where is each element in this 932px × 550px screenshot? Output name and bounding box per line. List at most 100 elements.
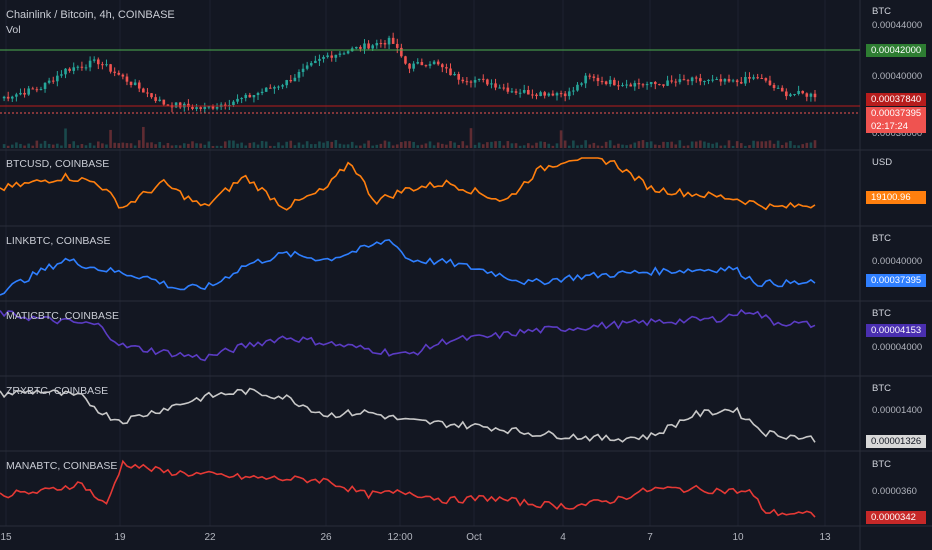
volume-bar bbox=[2, 144, 6, 148]
candle-body bbox=[785, 91, 788, 97]
comparison-series-line bbox=[0, 308, 816, 362]
volume-bar bbox=[248, 142, 252, 148]
candle-body bbox=[572, 90, 575, 92]
volume-bar bbox=[764, 141, 768, 148]
volume-bar bbox=[158, 141, 162, 148]
volume-bar bbox=[109, 129, 112, 148]
volume-bar bbox=[567, 145, 571, 148]
volume-bar bbox=[555, 143, 559, 148]
candle-body bbox=[338, 53, 342, 55]
volume-bar bbox=[744, 145, 747, 148]
candle-body bbox=[584, 75, 587, 84]
candle-body bbox=[490, 83, 493, 85]
volume-bar bbox=[191, 141, 194, 148]
time-axis-label: 4 bbox=[560, 532, 566, 543]
candle-body bbox=[694, 77, 698, 79]
volume-bar bbox=[658, 145, 661, 148]
candle-body bbox=[355, 46, 358, 49]
volume-bar bbox=[150, 142, 153, 148]
candle-body bbox=[363, 43, 366, 49]
candle-body bbox=[473, 80, 477, 83]
candle-body bbox=[576, 84, 579, 91]
candle-body bbox=[309, 63, 313, 66]
volume-bar bbox=[289, 140, 293, 148]
candle-body bbox=[211, 106, 215, 109]
candle-body bbox=[748, 76, 751, 79]
volume-bar bbox=[375, 144, 379, 148]
candle-body bbox=[559, 93, 563, 95]
volume-bar bbox=[756, 141, 759, 148]
volume-bar bbox=[506, 141, 510, 148]
volume-bar bbox=[416, 145, 420, 148]
pane-title-linkbtc: LINKBTC, COINBASE bbox=[6, 235, 111, 247]
candle-body bbox=[330, 55, 334, 58]
volume-bar bbox=[252, 142, 256, 148]
candle-body bbox=[637, 83, 641, 85]
candle-body bbox=[735, 80, 739, 83]
volume-bar bbox=[768, 140, 772, 148]
volume-bar bbox=[625, 145, 628, 148]
volume-bar bbox=[269, 145, 272, 148]
volume-bar bbox=[649, 141, 653, 148]
volume-bar bbox=[793, 145, 796, 148]
alert-price-tag[interactable]: 0.00042000 bbox=[866, 44, 926, 57]
comparison-series-line bbox=[0, 238, 816, 296]
candle-body bbox=[244, 94, 248, 99]
candle-body bbox=[801, 90, 805, 94]
volume-bar bbox=[350, 141, 354, 148]
candle-body bbox=[305, 65, 309, 69]
candle-body bbox=[137, 82, 141, 89]
time-axis-label: 13 bbox=[819, 532, 831, 543]
volume-bar bbox=[457, 144, 460, 148]
volume-bar bbox=[580, 144, 583, 148]
volume-bar bbox=[703, 141, 706, 148]
pane-axis-unit: BTC bbox=[872, 233, 891, 244]
volume-bar bbox=[809, 142, 813, 148]
candle-body bbox=[256, 93, 260, 95]
volume-bar bbox=[735, 141, 739, 148]
candle-body bbox=[277, 86, 280, 88]
candle-body bbox=[60, 74, 63, 76]
candle-body bbox=[445, 67, 448, 69]
candle-body bbox=[563, 93, 567, 97]
volume-bar bbox=[813, 140, 817, 148]
pane-value-tag-maticbtc: 0.00004153 bbox=[866, 324, 926, 337]
volume-bar bbox=[477, 142, 481, 148]
volume-bar bbox=[461, 141, 465, 148]
volume-bar bbox=[531, 145, 534, 148]
volume-bar bbox=[47, 143, 51, 148]
volume-bar bbox=[522, 145, 526, 148]
volume-bar bbox=[23, 145, 26, 148]
volume-bar bbox=[604, 141, 608, 148]
volume-bar bbox=[498, 140, 501, 148]
volume-bar bbox=[633, 142, 637, 148]
candle-body bbox=[715, 79, 719, 81]
volume-bar bbox=[776, 140, 780, 148]
candle-body bbox=[15, 94, 18, 97]
volume-bar bbox=[137, 140, 141, 148]
candle-body bbox=[625, 84, 628, 86]
candle-body bbox=[199, 107, 202, 109]
candle-body bbox=[43, 82, 47, 89]
candle-body bbox=[346, 51, 350, 54]
candle-body bbox=[518, 92, 522, 94]
candle-body bbox=[133, 82, 137, 85]
candle-body bbox=[604, 81, 608, 85]
pane-title-zrxbtc: ZRXBTC, COINBASE bbox=[6, 385, 109, 397]
candle-body bbox=[232, 101, 235, 106]
volume-bar bbox=[387, 141, 391, 148]
candle-body bbox=[375, 43, 379, 46]
candle-body bbox=[805, 93, 809, 97]
candle-body bbox=[682, 79, 686, 81]
candle-body bbox=[711, 79, 714, 81]
volume-bar bbox=[281, 145, 284, 148]
pane-axis-unit: BTC bbox=[872, 383, 891, 394]
volume-bar bbox=[39, 143, 43, 148]
volume-bar bbox=[469, 128, 473, 148]
volume-bar bbox=[592, 142, 596, 148]
candle-body bbox=[494, 83, 497, 88]
candle-body bbox=[142, 88, 145, 93]
volume-bar bbox=[68, 144, 71, 148]
volume-bar bbox=[219, 145, 223, 148]
